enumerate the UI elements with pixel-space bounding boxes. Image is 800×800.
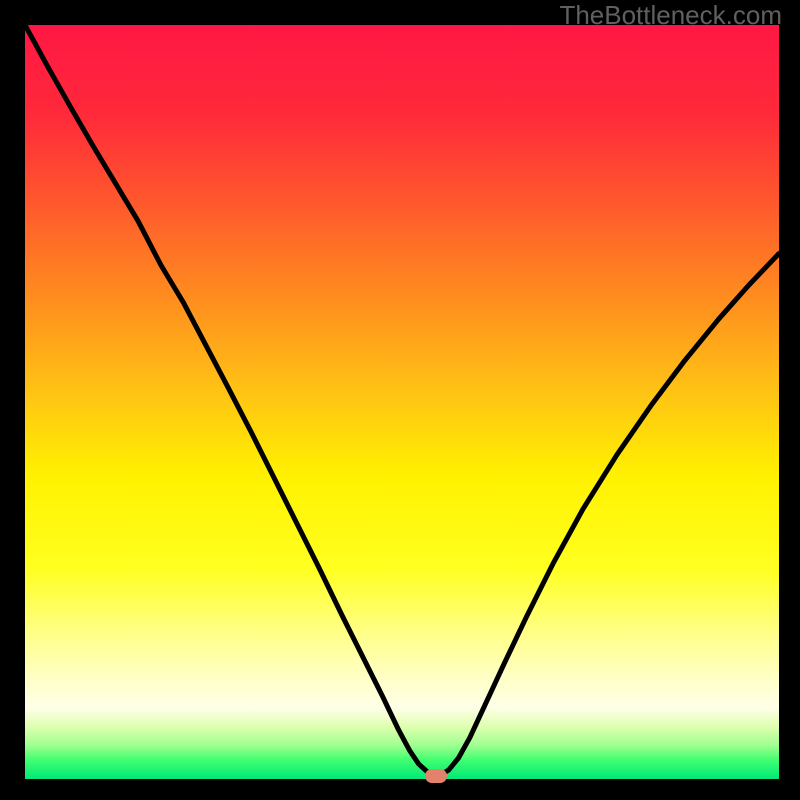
plot-area bbox=[25, 25, 779, 779]
watermark-text: TheBottleneck.com bbox=[559, 0, 782, 31]
optimal-point-marker bbox=[425, 769, 447, 783]
bottleneck-curve bbox=[25, 25, 779, 779]
bottleneck-chart: TheBottleneck.com bbox=[0, 0, 800, 800]
